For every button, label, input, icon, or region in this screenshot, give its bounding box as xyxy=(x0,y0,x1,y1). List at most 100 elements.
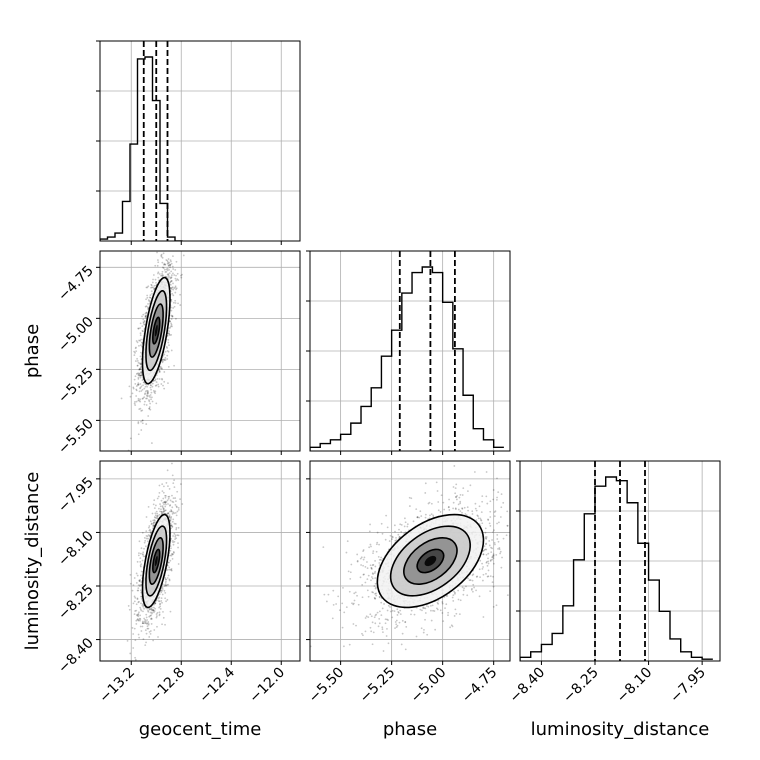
sample-point xyxy=(175,279,178,282)
sample-point xyxy=(485,538,488,540)
sample-point xyxy=(171,462,173,465)
sample-point xyxy=(479,559,482,562)
sample-point xyxy=(342,645,345,648)
sample-point xyxy=(172,255,174,258)
sample-point xyxy=(162,358,165,361)
panel-frame xyxy=(99,250,301,452)
sample-point xyxy=(138,368,141,371)
sample-point xyxy=(169,320,172,323)
sample-point xyxy=(374,582,377,585)
sample-point xyxy=(423,628,425,631)
sample-point xyxy=(161,377,163,380)
sample-point xyxy=(170,568,173,570)
sample-point xyxy=(370,567,373,570)
sample-point xyxy=(175,514,178,517)
sample-point xyxy=(139,608,142,611)
panel-geocent_time xyxy=(96,40,301,245)
sample-point xyxy=(140,338,142,341)
sample-point xyxy=(175,500,177,503)
sample-point xyxy=(473,586,475,589)
sample-point xyxy=(410,609,413,612)
sample-point xyxy=(380,601,383,604)
sample-point xyxy=(167,341,170,344)
sample-point xyxy=(143,607,145,610)
sample-point xyxy=(137,372,140,375)
sample-point xyxy=(134,347,137,350)
sample-point xyxy=(141,374,143,377)
sample-point xyxy=(139,322,142,325)
sample-point xyxy=(489,590,492,593)
sample-point xyxy=(145,616,148,619)
sample-point xyxy=(140,410,143,412)
sample-point xyxy=(167,264,170,267)
sample-point xyxy=(139,366,142,369)
sample-point xyxy=(163,246,165,248)
sample-point xyxy=(432,514,435,517)
sample-point xyxy=(154,607,156,610)
sample-point xyxy=(174,534,177,537)
sample-point xyxy=(165,584,168,587)
sample-point xyxy=(143,319,146,322)
sample-point xyxy=(496,522,498,525)
sample-point xyxy=(172,551,175,553)
sample-point xyxy=(372,563,375,566)
sample-point xyxy=(139,552,142,555)
sample-point xyxy=(150,623,153,625)
sample-point xyxy=(175,317,177,320)
sample-point xyxy=(163,589,166,592)
sample-point xyxy=(138,540,141,543)
sample-point xyxy=(366,561,368,563)
sample-point xyxy=(167,258,170,260)
sample-point xyxy=(323,593,326,596)
sample-point xyxy=(142,321,145,323)
sample-point xyxy=(173,532,176,535)
sample-point xyxy=(145,315,147,318)
sample-point xyxy=(137,422,140,425)
sample-point xyxy=(136,589,139,592)
sample-point xyxy=(497,540,500,543)
sample-point xyxy=(477,515,479,518)
sample-point xyxy=(404,521,407,524)
sample-point xyxy=(139,344,142,347)
contour-line xyxy=(152,548,161,574)
sample-point xyxy=(416,516,419,519)
sample-point xyxy=(144,305,147,308)
sample-point xyxy=(360,564,363,566)
sample-point xyxy=(361,632,363,635)
sample-point xyxy=(135,346,137,349)
sample-point xyxy=(145,286,148,289)
sample-point xyxy=(135,385,138,387)
sample-point xyxy=(156,497,159,500)
sample-point xyxy=(413,613,416,616)
sample-point xyxy=(424,516,427,519)
sample-point xyxy=(170,547,172,550)
sample-point xyxy=(139,564,142,567)
sample-point xyxy=(150,283,153,286)
sample-point xyxy=(485,561,488,563)
sample-point xyxy=(170,322,173,325)
sample-point xyxy=(147,537,149,540)
sample-point xyxy=(429,604,432,607)
sample-point xyxy=(151,382,154,385)
sample-point xyxy=(486,564,489,567)
sample-point xyxy=(135,340,138,342)
sample-point xyxy=(137,383,140,386)
sample-point xyxy=(151,385,154,388)
sample-point xyxy=(157,385,160,388)
sample-point xyxy=(384,622,387,625)
sample-point xyxy=(177,542,179,545)
sample-point xyxy=(154,378,157,381)
sample-point xyxy=(137,376,140,379)
sample-point xyxy=(447,506,450,509)
sample-point xyxy=(161,256,164,259)
sample-point xyxy=(145,311,148,314)
sample-point xyxy=(131,589,134,592)
sample-point xyxy=(456,495,458,497)
sample-point xyxy=(150,391,153,394)
sample-point xyxy=(163,387,166,390)
sample-point xyxy=(139,618,142,621)
sample-point xyxy=(161,275,164,278)
sample-point xyxy=(175,260,178,263)
sample-point xyxy=(372,552,374,554)
sample-point xyxy=(149,614,152,617)
